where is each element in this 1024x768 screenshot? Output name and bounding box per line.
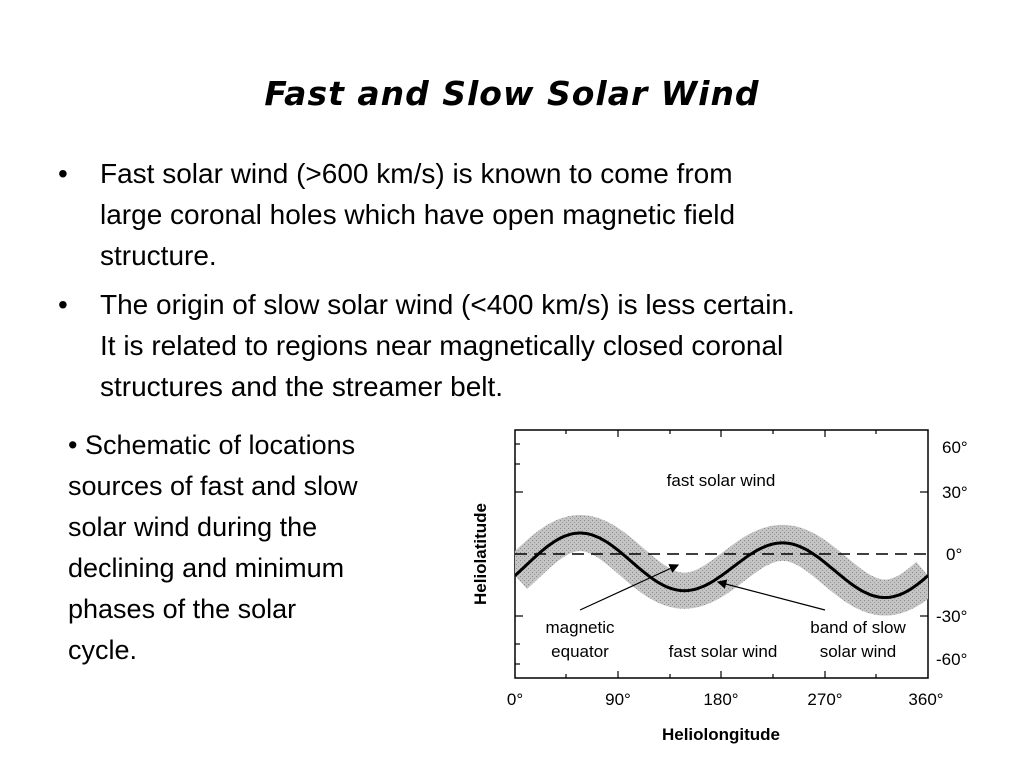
y-tick-label: -30° bbox=[936, 607, 967, 626]
x-tick-label: 360° bbox=[908, 690, 943, 709]
slide-title: Fast and Slow Solar Wind bbox=[264, 74, 760, 113]
fast-wind-top-label: fast solar wind bbox=[667, 471, 776, 490]
bullet-slow-wind: • The origin of slow solar wind (<400 km… bbox=[58, 284, 988, 407]
bullet-marker: • bbox=[68, 430, 78, 460]
y-tick-label: 0° bbox=[946, 545, 962, 564]
y-tick-label: 30° bbox=[942, 483, 968, 502]
bullet-fast-wind: • Fast solar wind (>600 km/s) is known t… bbox=[58, 153, 988, 276]
bullet-line: large coronal holes which have open magn… bbox=[100, 199, 736, 230]
bullet-line: It is related to regions near magnetical… bbox=[100, 330, 784, 361]
side-note-line: sources of fast and slow bbox=[68, 471, 358, 501]
magnetic-equator-label: magnetic bbox=[546, 618, 615, 637]
magnetic-equator-arrow bbox=[579, 564, 680, 611]
fast-wind-bottom-label: fast solar wind bbox=[669, 642, 778, 661]
bullet-marker: • bbox=[58, 289, 68, 320]
bullet-line: Fast solar wind (>600 km/s) is known to … bbox=[100, 158, 733, 189]
side-note-line: solar wind during the bbox=[68, 512, 318, 542]
bullet-list: • Fast solar wind (>600 km/s) is known t… bbox=[58, 153, 988, 415]
side-note-line: cycle. bbox=[68, 635, 138, 665]
x-tick-label: 270° bbox=[807, 690, 842, 709]
bullet-line: The origin of slow solar wind (<400 km/s… bbox=[100, 289, 795, 320]
side-note: • Schematic of locations sources of fast… bbox=[68, 425, 453, 671]
x-tick-label: 180° bbox=[703, 690, 738, 709]
axis-ticks bbox=[515, 430, 928, 678]
slow-band-label: solar wind bbox=[820, 642, 897, 661]
bullet-marker: • bbox=[58, 158, 68, 189]
slow-band-arrow bbox=[716, 579, 826, 611]
y-tick-label: -60° bbox=[936, 650, 967, 669]
bullet-line: structures and the streamer belt. bbox=[100, 371, 504, 402]
y-axis-label: Heliolatitude bbox=[471, 503, 490, 605]
slow-band-label: band of slow bbox=[810, 618, 906, 637]
side-note-line: phases of the solar bbox=[68, 594, 297, 624]
y-tick-label: 60° bbox=[942, 438, 968, 457]
magnetic-equator-label: equator bbox=[551, 642, 609, 661]
x-tick-label: 90° bbox=[605, 690, 631, 709]
x-tick-label: 0° bbox=[507, 690, 523, 709]
side-note-line: • Schematic of locations bbox=[68, 430, 356, 460]
bullet-line: structure. bbox=[100, 240, 217, 271]
x-axis-label: Heliolongitude bbox=[662, 725, 780, 744]
solar-wind-schematic: 60° 30° 0° -30° -60° 0° 90° 180° 270° 36… bbox=[471, 429, 968, 744]
magnetic-equator-line bbox=[515, 531, 928, 599]
side-note-line: declining and minimum bbox=[68, 553, 345, 583]
